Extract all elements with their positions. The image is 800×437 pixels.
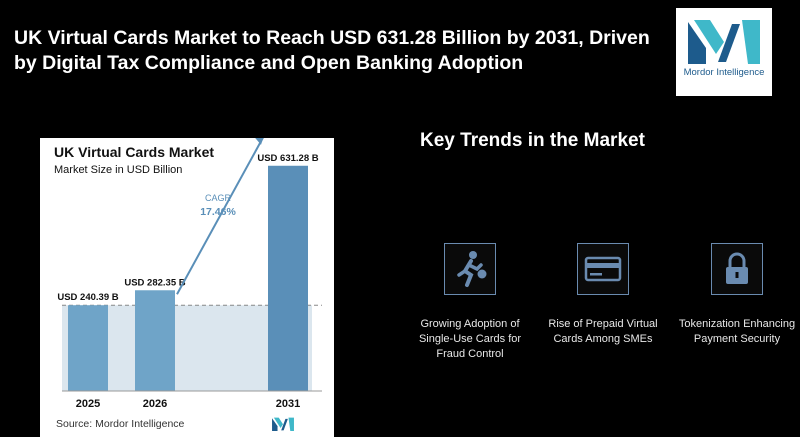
- chart-subtitle: Market Size in USD Billion: [54, 164, 183, 176]
- logo-mark-icon: [688, 20, 760, 64]
- bar-2025: [68, 305, 108, 391]
- x-tick-2026: 2026: [143, 398, 167, 410]
- cagr-label: CAGR: [205, 193, 232, 203]
- x-tick-2031: 2031: [276, 398, 300, 410]
- padlock-icon: [726, 252, 748, 284]
- logo-text: Mordor Intelligence: [683, 67, 765, 78]
- trend-label: Rise of Prepaid Virtual Cards Among SMEs: [548, 318, 658, 345]
- trend-label: Growing Adoption of Single-Use Cards for…: [418, 318, 522, 360]
- cagr-value: 17.46%: [200, 206, 236, 218]
- data-label-2031: USD 631.28 B: [257, 153, 318, 164]
- bar-2031: [268, 165, 308, 391]
- cagr-arrow: [176, 138, 264, 295]
- credit-card-icon: [584, 256, 622, 282]
- icon-box: [577, 243, 629, 295]
- mini-logo-icon: [272, 417, 294, 431]
- cagr-arrowhead: [255, 138, 264, 145]
- bar-2026: [135, 290, 175, 391]
- chart-card: USD 240.39 B 2025 USD 282.35 B 2026 USD 631.…: [40, 138, 334, 437]
- trend-item-prepaid-cards: Rise of Prepaid Virtual Cards Among SMEs: [538, 243, 668, 347]
- data-label-2025: USD 240.39 B: [57, 292, 118, 303]
- x-tick-2025: 2025: [76, 398, 100, 410]
- source-note: Source: Mordor Intelligence: [56, 418, 185, 430]
- chart-title: UK Virtual Cards Market: [54, 144, 215, 160]
- mordor-logo: Mordor Intelligence: [676, 8, 772, 96]
- data-label-2026: USD 282.35 B: [124, 277, 185, 288]
- trend-item-fraud-control: Growing Adoption of Single-Use Cards for…: [405, 243, 535, 362]
- icon-box: [444, 243, 496, 295]
- headline: UK Virtual Cards Market to Reach USD 631…: [14, 27, 650, 74]
- bar-chart: USD 240.39 B 2025 USD 282.35 B 2026 USD 631.…: [57, 138, 322, 410]
- running-person-icon: [457, 251, 487, 287]
- trend-item-tokenization: Tokenization Enhancing Payment Security: [672, 243, 800, 347]
- icon-box: [711, 243, 763, 295]
- trend-label: Tokenization Enhancing Payment Security: [678, 318, 796, 345]
- trends-title: Key Trends in the Market: [420, 130, 645, 151]
